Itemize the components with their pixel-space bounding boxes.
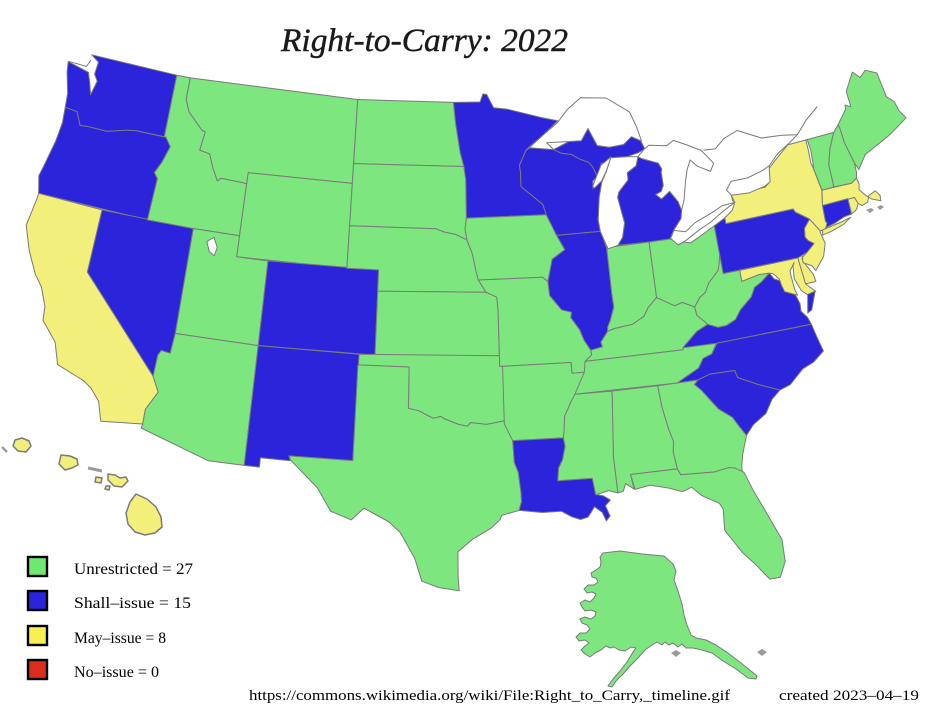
svg-text:May–issue = 8: May–issue = 8 xyxy=(74,630,166,647)
svg-text:Right-to-Carry: 2022: Right-to-Carry: 2022 xyxy=(280,23,568,59)
svg-text:Shall–issue = 15: Shall–issue = 15 xyxy=(74,595,191,612)
svg-text:No–issue = 0: No–issue = 0 xyxy=(74,664,159,681)
svg-text:Unrestricted = 27: Unrestricted = 27 xyxy=(74,561,193,578)
svg-text:created 2023–04–19: created 2023–04–19 xyxy=(779,688,919,704)
svg-text:https://commons.wikimedia.org/: https://commons.wikimedia.org/wiki/File:… xyxy=(249,688,730,704)
